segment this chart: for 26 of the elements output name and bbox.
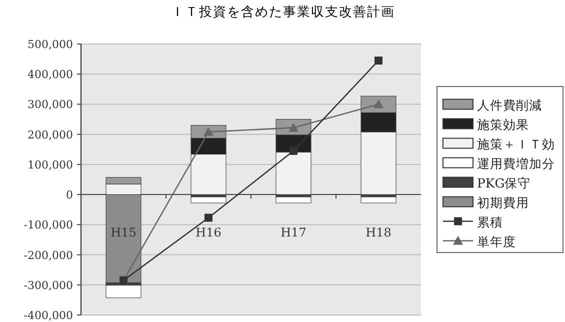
y-tick-label: -400,000 xyxy=(24,309,73,322)
y-tick-label: 200,000 xyxy=(28,128,73,142)
x-tick-label: H16 xyxy=(196,226,222,240)
legend-label: 施策＋ＩＴ効 xyxy=(477,136,555,152)
legend-label: 施策効果 xyxy=(477,116,529,132)
legend-label: PKG保守 xyxy=(477,175,531,190)
y-tick-label: 300,000 xyxy=(28,98,73,112)
y-tick-label: 100,000 xyxy=(28,158,73,172)
x-tick-label: H15 xyxy=(110,226,136,240)
y-tick-label: 400,000 xyxy=(28,68,73,82)
y-tick-label: -100,000 xyxy=(24,218,73,232)
legend-label: 初期費用 xyxy=(477,194,529,210)
y-tick-label: -200,000 xyxy=(24,248,73,262)
legend-label: 単年度 xyxy=(477,234,516,249)
legend-label: 人件費削減 xyxy=(477,97,542,112)
chart-title: ＩＴ投資を含めた事業収支改善計画 xyxy=(171,4,395,20)
point xyxy=(290,146,298,155)
legend-label: 運用費増加分 xyxy=(477,156,555,171)
y-tick-label: 0 xyxy=(66,188,73,202)
x-tick-label: H17 xyxy=(280,226,306,240)
point xyxy=(374,56,382,65)
point xyxy=(204,214,212,222)
y-tick-label: -300,000 xyxy=(24,278,73,292)
y-tick-label: 500,000 xyxy=(28,38,73,51)
x-tick-label: H18 xyxy=(366,226,392,240)
legend-label: 累積 xyxy=(477,214,503,230)
